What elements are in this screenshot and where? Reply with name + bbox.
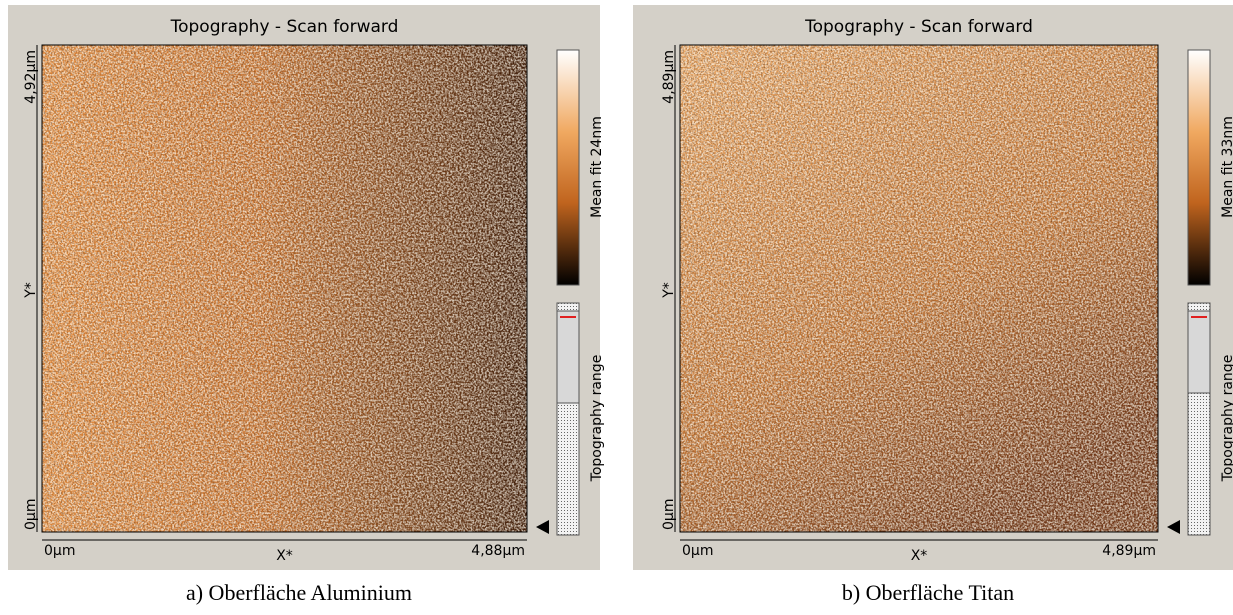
- x-axis-label: X*: [276, 548, 293, 564]
- y-axis-bottom: 0µm: [661, 499, 677, 530]
- colorbar-label: Mean fit 33nm: [1220, 116, 1233, 218]
- y-axis-label: Y*: [23, 282, 39, 299]
- colorbar: [1188, 50, 1210, 285]
- y-axis-top: 4,92µm: [23, 50, 39, 104]
- image-texture-dark: [680, 45, 1158, 532]
- image-texture-dark: [42, 45, 527, 532]
- y-axis-top: 4,89µm: [661, 50, 677, 104]
- range-bar-top: [1188, 303, 1210, 311]
- x-axis-start: 0µm: [44, 543, 75, 559]
- x-axis-label: X*: [911, 548, 928, 564]
- range-bar-selected: [557, 311, 579, 403]
- range-bar-top: [557, 303, 579, 311]
- panel-title: Topography - Scan forward: [804, 17, 1033, 37]
- figure: Topography - Scan forward 0µm X* 4,88µm 4,92…: [0, 0, 1233, 615]
- colorbar-label: Mean fit 24nm: [589, 116, 605, 218]
- x-axis-end: 4,88µm: [471, 543, 525, 559]
- caption: a) Oberfläche Aluminium: [186, 580, 412, 605]
- x-axis-end: 4,89µm: [1102, 543, 1156, 559]
- page: {"panels": [ {"title": "Topography - Sca…: [0, 0, 1233, 615]
- range-label: Topography range: [589, 355, 605, 483]
- range-bar-bottom: [557, 403, 579, 535]
- colorbar: [557, 50, 579, 285]
- panel-title: Topography - Scan forward: [170, 17, 399, 37]
- range-bar-bottom: [1188, 393, 1210, 535]
- y-axis-bottom: 0µm: [23, 499, 39, 530]
- y-axis-label: Y*: [661, 282, 677, 299]
- range-label: Topography range: [1220, 355, 1233, 483]
- caption: b) Oberfläche Titan: [842, 580, 1014, 605]
- range-bar-selected: [1188, 311, 1210, 393]
- x-axis-start: 0µm: [682, 543, 713, 559]
